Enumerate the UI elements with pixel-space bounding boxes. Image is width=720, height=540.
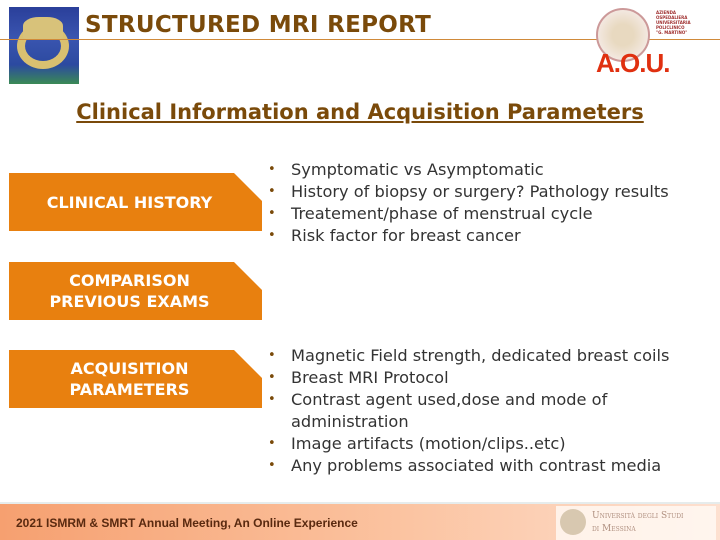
- list-item: Contrast agent used,dose and mode of adm…: [268, 389, 718, 433]
- clinical-history-label: CLINICAL HISTORY: [9, 173, 262, 231]
- list-item: Any problems associated with contrast me…: [268, 455, 718, 477]
- university-logo: Università degli Studi di Messina: [556, 506, 716, 540]
- clinical-history-list: Symptomatic vs Asymptomatic History of b…: [268, 159, 669, 247]
- acquisition-list: Magnetic Field strength, dedicated breas…: [268, 345, 718, 477]
- footer-text: 2021 ISMRM & SMRT Annual Meeting, An Onl…: [16, 516, 358, 530]
- list-item: Magnetic Field strength, dedicated breas…: [268, 345, 718, 367]
- aou-logo: AZIENDA OSPEDALIERA UNIVERSITARIA POLICL…: [596, 8, 691, 78]
- section-heading: Clinical Information and Acquisition Par…: [76, 100, 644, 124]
- comparison-label: COMPARISON PREVIOUS EXAMS: [9, 262, 262, 320]
- slide-title: STRUCTURED MRI REPORT: [85, 12, 436, 38]
- list-item: Risk factor for breast cancer: [268, 225, 669, 247]
- list-item: Breast MRI Protocol: [268, 367, 718, 389]
- title-divider: [0, 39, 720, 40]
- footer: 2021 ISMRM & SMRT Annual Meeting, An Onl…: [0, 502, 720, 540]
- list-item: History of biopsy or surgery? Pathology …: [268, 181, 669, 203]
- list-item: Symptomatic vs Asymptomatic: [268, 159, 669, 181]
- list-item: Image artifacts (motion/clips..etc): [268, 433, 718, 455]
- acquisition-label: ACQUISITION PARAMETERS: [9, 350, 262, 408]
- left-logo: [9, 7, 79, 84]
- list-item: Treatement/phase of menstrual cycle: [268, 203, 669, 225]
